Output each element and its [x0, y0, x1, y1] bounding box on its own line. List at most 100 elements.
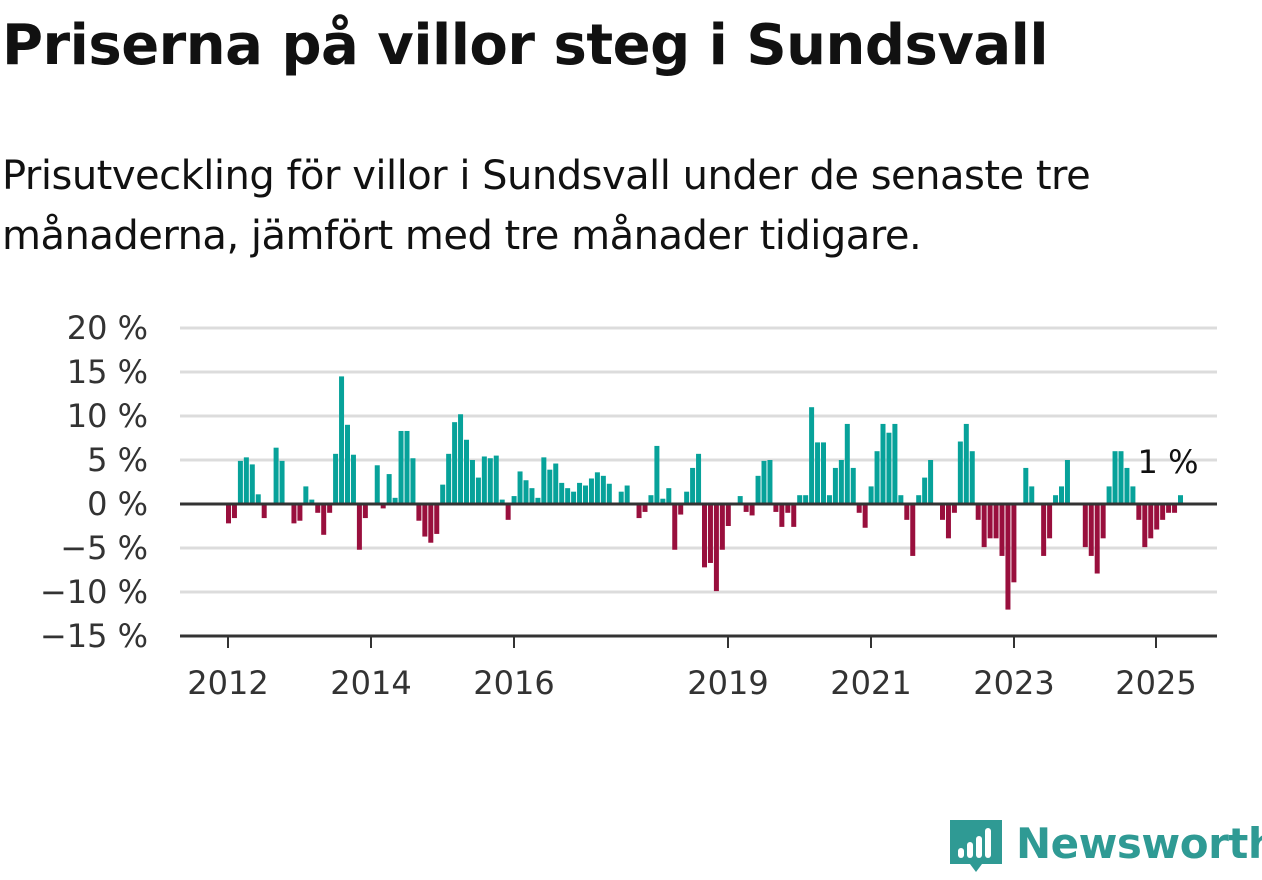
bar [1106, 486, 1112, 504]
bar [594, 472, 600, 504]
bar [588, 478, 594, 504]
y-tick-label: −5 % [60, 529, 148, 567]
bar [303, 486, 309, 504]
y-tick-label: 5 % [87, 441, 148, 479]
x-tick-label: 2021 [830, 664, 911, 702]
bar [678, 504, 684, 515]
brand-name: Newsworthy [1016, 819, 1262, 868]
bar [999, 504, 1005, 556]
chart-title: Priserna på villor steg i Sundsvall [2, 13, 1049, 78]
bar [571, 491, 577, 504]
bar [1029, 486, 1035, 504]
bar [541, 457, 547, 504]
bar [464, 439, 469, 504]
bar [987, 504, 993, 539]
bar [636, 504, 642, 519]
bar [618, 491, 624, 504]
bar [226, 504, 231, 524]
bar [1118, 451, 1124, 504]
bar [874, 451, 880, 504]
chart-subtitle: Prisutveckling för villor i Sundsvall un… [2, 153, 1091, 259]
bar [1148, 504, 1154, 539]
x-axis-labels: 2012 2014 2016 2019 2021 2023 2025 [187, 636, 1197, 702]
bar [928, 460, 934, 504]
bar [892, 423, 898, 504]
bar [779, 504, 785, 527]
bar [511, 496, 517, 504]
bar [565, 488, 571, 504]
bar [684, 491, 690, 504]
bar [951, 504, 957, 513]
y-tick-label: 10 % [67, 397, 148, 435]
bar [1112, 451, 1118, 504]
bar [862, 504, 868, 528]
bar-series [226, 376, 1183, 610]
bar [975, 504, 981, 520]
bar [725, 504, 731, 526]
bar [529, 488, 535, 504]
bar [333, 453, 339, 504]
bar [505, 504, 511, 520]
bar [404, 430, 410, 504]
bar [231, 504, 237, 519]
bar [660, 498, 666, 504]
bar [1082, 504, 1088, 548]
bar [410, 458, 416, 504]
bar [350, 454, 356, 504]
x-tick-label: 2019 [687, 664, 768, 702]
bar [880, 423, 886, 504]
bar [517, 471, 523, 504]
bar [803, 495, 809, 504]
bar [279, 460, 285, 504]
bar [624, 485, 630, 504]
y-axis-labels: 20 % 15 % 10 % 5 % 0 % −5 % −10 % −15 % [40, 309, 148, 655]
bar [761, 460, 767, 504]
bar [297, 504, 303, 521]
bar [940, 504, 945, 520]
bar [499, 499, 505, 504]
bar [963, 423, 969, 504]
bar [672, 504, 678, 550]
bar [374, 465, 380, 504]
bar [1041, 504, 1047, 556]
bar [1124, 467, 1130, 504]
bar [856, 504, 862, 513]
bar [446, 453, 452, 504]
axes [180, 502, 1217, 638]
bar [1059, 486, 1064, 504]
bar [844, 423, 850, 504]
bar [916, 495, 922, 504]
bar [1094, 504, 1100, 574]
bar [969, 451, 975, 504]
bar [273, 447, 279, 504]
last-value-label: 1 % [1138, 443, 1199, 481]
bar [255, 494, 261, 504]
bar [886, 432, 892, 504]
bar [1160, 504, 1166, 520]
bar [600, 475, 606, 504]
bar [606, 483, 612, 504]
bar [945, 504, 951, 539]
bar [898, 495, 904, 504]
bar [261, 504, 267, 519]
bar [1154, 504, 1160, 530]
bar [237, 460, 243, 504]
bar [743, 504, 749, 512]
bar [1023, 467, 1029, 504]
bar [1064, 460, 1070, 504]
bar [696, 453, 702, 504]
y-tick-label: 15 % [67, 353, 148, 391]
bar [493, 455, 499, 504]
bar [690, 467, 696, 504]
bar [904, 504, 910, 520]
bar [327, 504, 333, 513]
bar [910, 504, 916, 556]
bar [797, 495, 803, 504]
bar [838, 460, 844, 504]
bar [1172, 504, 1178, 513]
bar [422, 504, 428, 537]
bar [1053, 495, 1059, 504]
bar [815, 442, 821, 504]
bar [755, 475, 761, 504]
bar [981, 504, 987, 548]
